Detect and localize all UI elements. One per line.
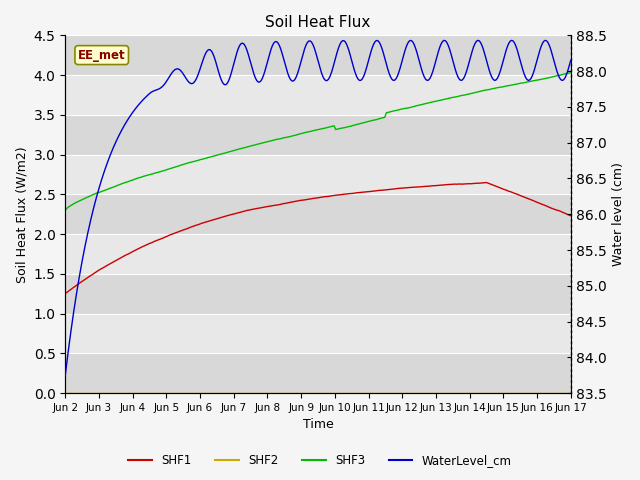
Title: Soil Heat Flux: Soil Heat Flux xyxy=(266,15,371,30)
Y-axis label: Soil Heat Flux (W/m2): Soil Heat Flux (W/m2) xyxy=(15,146,28,283)
Bar xyxy=(65,353,571,393)
Bar xyxy=(65,194,571,234)
X-axis label: Time: Time xyxy=(303,419,333,432)
Bar xyxy=(65,36,571,75)
Bar xyxy=(65,274,571,313)
Bar xyxy=(65,155,571,194)
Legend: SHF1, SHF2, SHF3, WaterLevel_cm: SHF1, SHF2, SHF3, WaterLevel_cm xyxy=(124,449,516,472)
Bar xyxy=(65,234,571,274)
Bar xyxy=(65,115,571,155)
Bar xyxy=(65,75,571,115)
Text: EE_met: EE_met xyxy=(78,48,125,61)
Y-axis label: Water level (cm): Water level (cm) xyxy=(612,162,625,266)
Bar xyxy=(65,313,571,353)
